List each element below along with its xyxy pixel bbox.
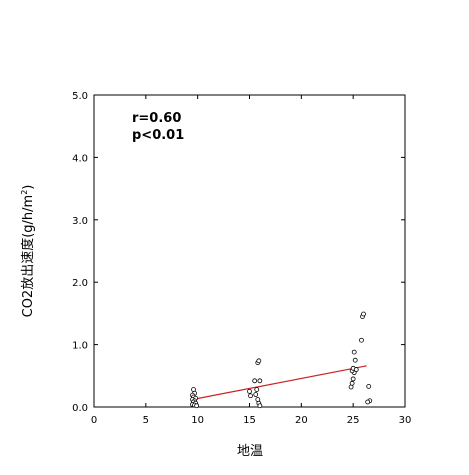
data-point [352,357,358,363]
data-point [350,376,356,382]
data-points [190,311,373,409]
x-tick-label: 10 [191,415,204,426]
y-tick-label: 3.0 [72,216,88,227]
data-point [253,392,259,397]
y-tick-label: 4.0 [72,153,88,164]
x-tick-label: 0 [91,415,97,426]
data-point [252,378,258,384]
data-point [247,388,252,394]
x-tick-label: 20 [295,415,308,426]
y-tick-label: 5.0 [72,91,88,102]
y-axis-title-main: CO2放出速度 [20,238,36,318]
data-point [365,399,371,405]
data-point [257,378,263,384]
x-axis-ticks: 0 5 10 15 20 25 30 [91,95,412,426]
annotation-p: p<0.01 [132,128,184,143]
y-tick-label: 0.0 [72,403,88,414]
data-point [254,387,260,392]
y-tick-label: 1.0 [72,341,88,352]
y-axis-title: CO2放出速度(g/h/m2) [20,185,36,318]
y-axis-title-unit-sup: 2 [20,190,29,195]
data-point [351,349,357,355]
x-tick-label: 15 [243,415,256,426]
x-tick-label: 5 [143,415,149,426]
data-point [359,337,364,343]
y-tick-label: 2.0 [72,278,88,289]
data-point [248,393,253,399]
y-axis-ticks: 0.0 1.0 2.0 3.0 4.0 5.0 [72,91,405,414]
x-axis-title: 地温 [237,444,263,459]
data-point [256,358,262,364]
data-point [257,403,263,409]
annotation-r: r=0.60 [132,111,181,126]
y-axis-title-unit: (g/h/m [21,195,36,238]
y-axis-title-unit-close: ) [21,185,36,190]
data-point [353,367,359,372]
data-point [349,380,355,386]
x-tick-label: 25 [347,415,360,426]
data-point [194,403,200,409]
data-point [361,311,366,317]
data-point [366,384,372,389]
regression-line [192,365,367,401]
x-tick-label: 30 [399,415,412,426]
